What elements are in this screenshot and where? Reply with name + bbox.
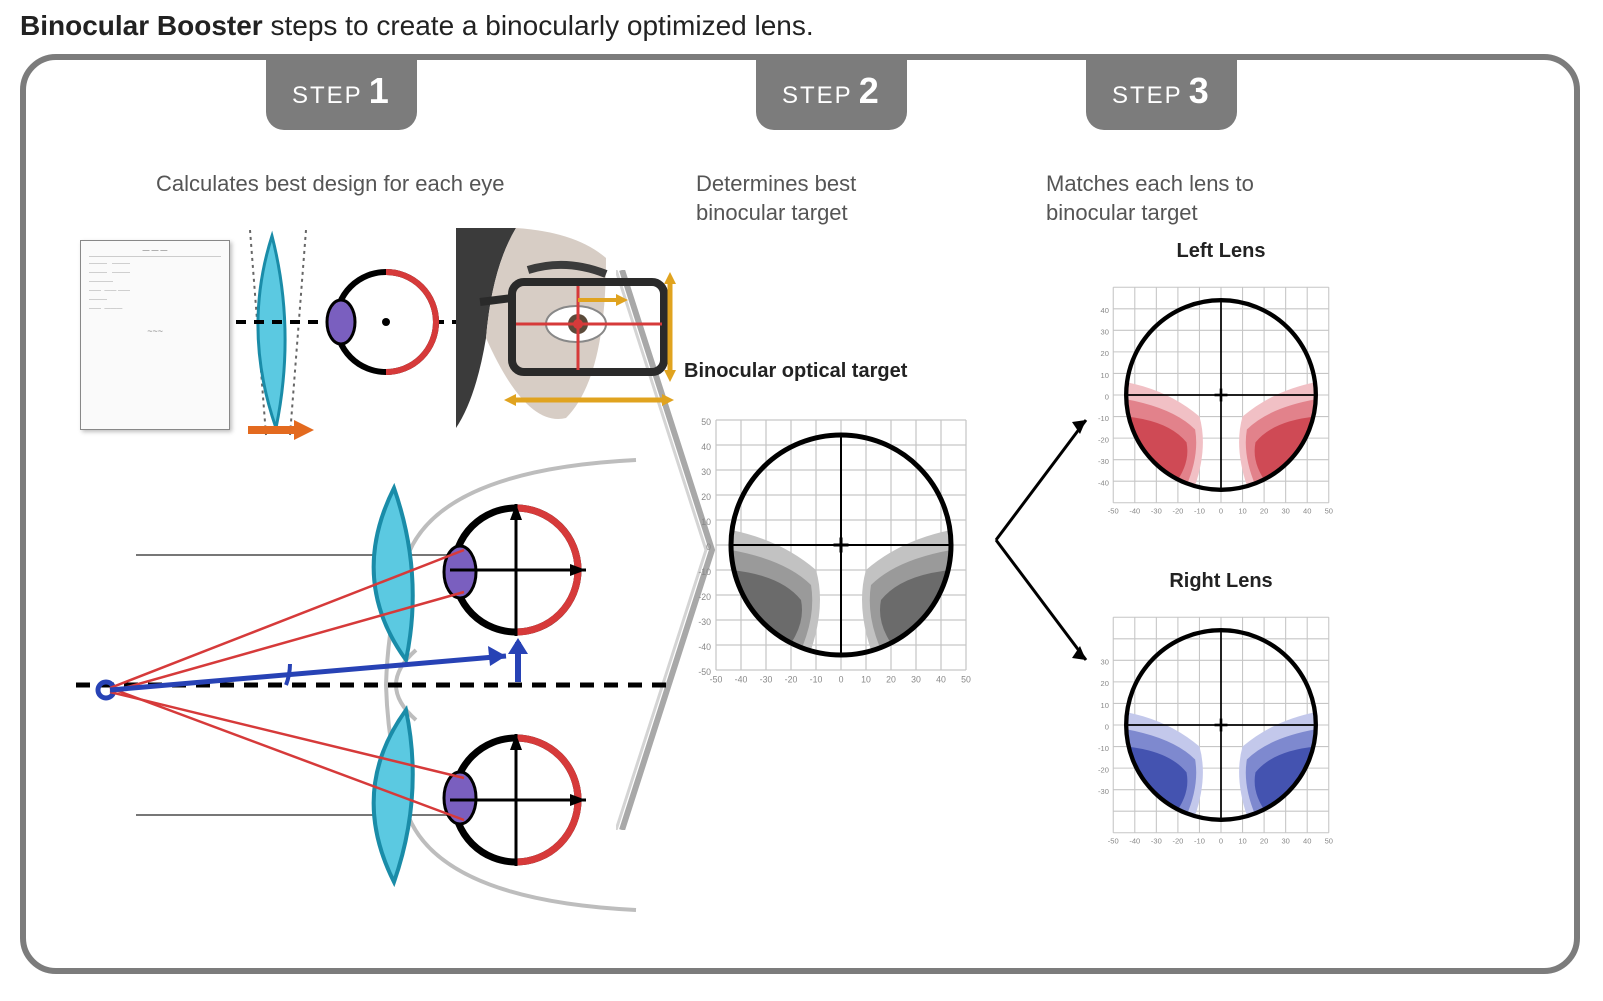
right-lens-chart: -50 -40 -30 -20 -10 0 10 20 30 40 50 30 20 10 0 -10 -20…: [1096, 600, 1346, 850]
svg-text:50: 50: [701, 417, 711, 427]
svg-text:0: 0: [1105, 392, 1109, 401]
step3-desc-text: Matches each lens to binocular target: [1046, 171, 1254, 225]
svg-text:10: 10: [1238, 837, 1246, 846]
svg-text:10: 10: [1238, 507, 1246, 516]
svg-text:-30: -30: [1098, 787, 1109, 796]
svg-text:40: 40: [1303, 837, 1311, 846]
svg-text:10: 10: [1101, 701, 1109, 710]
svg-text:-10: -10: [810, 675, 823, 685]
svg-text:30: 30: [1281, 507, 1289, 516]
binocular-target-chart: -50 -40 -30 -20 -10 0 10 20 30 40 50 50 40 30 20 10 0 -1…: [696, 400, 986, 690]
step1-tab-num: 1: [369, 70, 391, 112]
svg-text:20: 20: [886, 675, 896, 685]
svg-text:-50: -50: [710, 675, 723, 685]
rx-line: —— —— ——: [89, 288, 221, 294]
svg-text:30: 30: [1101, 658, 1109, 667]
step3-desc: Matches each lens to binocular target: [1046, 170, 1346, 227]
right-lens-caption: Right Lens: [1116, 570, 1326, 593]
svg-text:-20: -20: [1098, 765, 1109, 774]
svg-text:50: 50: [1325, 837, 1333, 846]
svg-text:-40: -40: [735, 675, 748, 685]
steps-panel: STEP 1 STEP 2 STEP 3 Calculates best des…: [20, 54, 1580, 974]
binocular-target-caption: Binocular optical target: [684, 360, 984, 383]
step1-tab: STEP 1: [266, 54, 417, 130]
svg-text:-20: -20: [785, 675, 798, 685]
svg-text:-20: -20: [1172, 507, 1183, 516]
svg-text:-30: -30: [698, 617, 711, 627]
step2-tab: STEP 2: [756, 54, 907, 130]
svg-text:50: 50: [961, 675, 971, 685]
svg-text:-50: -50: [1108, 837, 1119, 846]
svg-text:0: 0: [839, 675, 844, 685]
svg-text:-40: -40: [1098, 479, 1109, 488]
svg-text:20: 20: [701, 492, 711, 502]
svg-text:0: 0: [1219, 837, 1223, 846]
rx-signature: ~~~: [89, 326, 221, 336]
svg-text:-10: -10: [1098, 744, 1109, 753]
rx-line: ————: [89, 279, 221, 285]
svg-text:40: 40: [1101, 306, 1109, 315]
svg-text:-40: -40: [1129, 507, 1140, 516]
svg-text:-30: -30: [1151, 837, 1162, 846]
svg-text:10: 10: [861, 675, 871, 685]
rx-line: —— ———: [89, 306, 221, 312]
svg-text:10: 10: [1101, 371, 1109, 380]
svg-text:-10: -10: [1194, 837, 1205, 846]
svg-text:-20: -20: [698, 592, 711, 602]
svg-text:40: 40: [936, 675, 946, 685]
rx-line: ——— ———: [89, 261, 221, 267]
step2-tab-word: STEP: [782, 82, 853, 110]
rx-header: — — —: [89, 247, 221, 257]
step2-tab-num: 2: [859, 70, 881, 112]
left-lens-chart: -50 -40 -30 -20 -10 0 10 20 30 40 50 40 30 20 10 0 -10 -…: [1096, 270, 1346, 520]
svg-text:-10: -10: [698, 567, 711, 577]
svg-text:30: 30: [1281, 837, 1289, 846]
svg-text:-20: -20: [1172, 837, 1183, 846]
svg-text:-50: -50: [698, 667, 711, 677]
step3-tab-word: STEP: [1112, 82, 1183, 110]
rx-line: ———: [89, 297, 221, 303]
split-arrows-icon: [986, 390, 1106, 690]
svg-text:-10: -10: [1098, 414, 1109, 423]
step3-tab-num: 3: [1189, 70, 1211, 112]
svg-text:-40: -40: [698, 642, 711, 652]
svg-text:-50: -50: [1108, 507, 1119, 516]
step3-tab: STEP 3: [1086, 54, 1237, 130]
svg-text:-40: -40: [1129, 837, 1140, 846]
step2-desc: Determines best binocular target: [696, 170, 976, 227]
svg-text:30: 30: [1101, 328, 1109, 337]
svg-text:0: 0: [1219, 507, 1223, 516]
svg-text:20: 20: [1260, 837, 1268, 846]
svg-text:20: 20: [1260, 507, 1268, 516]
svg-text:-20: -20: [1098, 435, 1109, 444]
svg-text:-30: -30: [1151, 507, 1162, 516]
lens-eye-side-diagram: [236, 230, 466, 440]
face-frame-measure-diagram: [456, 228, 676, 438]
svg-text:40: 40: [701, 442, 711, 452]
svg-text:30: 30: [701, 467, 711, 477]
page-title: Binocular Booster steps to create a bino…: [20, 10, 1583, 42]
svg-text:50: 50: [1325, 507, 1333, 516]
binocular-ray-diagram: [76, 450, 666, 920]
title-rest: steps to create a binocularly optimized …: [263, 10, 814, 41]
left-lens-caption: Left Lens: [1116, 240, 1326, 263]
svg-text:-30: -30: [1098, 457, 1109, 466]
svg-text:-30: -30: [760, 675, 773, 685]
svg-text:10: 10: [701, 517, 711, 527]
svg-text:0: 0: [1105, 722, 1109, 731]
rx-line: ——— ———: [89, 270, 221, 276]
svg-text:20: 20: [1101, 349, 1109, 358]
svg-text:40: 40: [1303, 507, 1311, 516]
svg-text:-10: -10: [1194, 507, 1205, 516]
step2-desc-text: Determines best binocular target: [696, 171, 856, 225]
title-bold: Binocular Booster: [20, 10, 263, 41]
svg-text:20: 20: [1101, 679, 1109, 688]
step1-tab-word: STEP: [292, 82, 363, 110]
svg-text:30: 30: [911, 675, 921, 685]
svg-text:0: 0: [706, 542, 711, 552]
step1-desc: Calculates best design for each eye: [156, 170, 596, 199]
prescription-sheet-icon: — — — ——— ——— ——— ——— ———— —— —— —— ——— …: [80, 240, 230, 430]
